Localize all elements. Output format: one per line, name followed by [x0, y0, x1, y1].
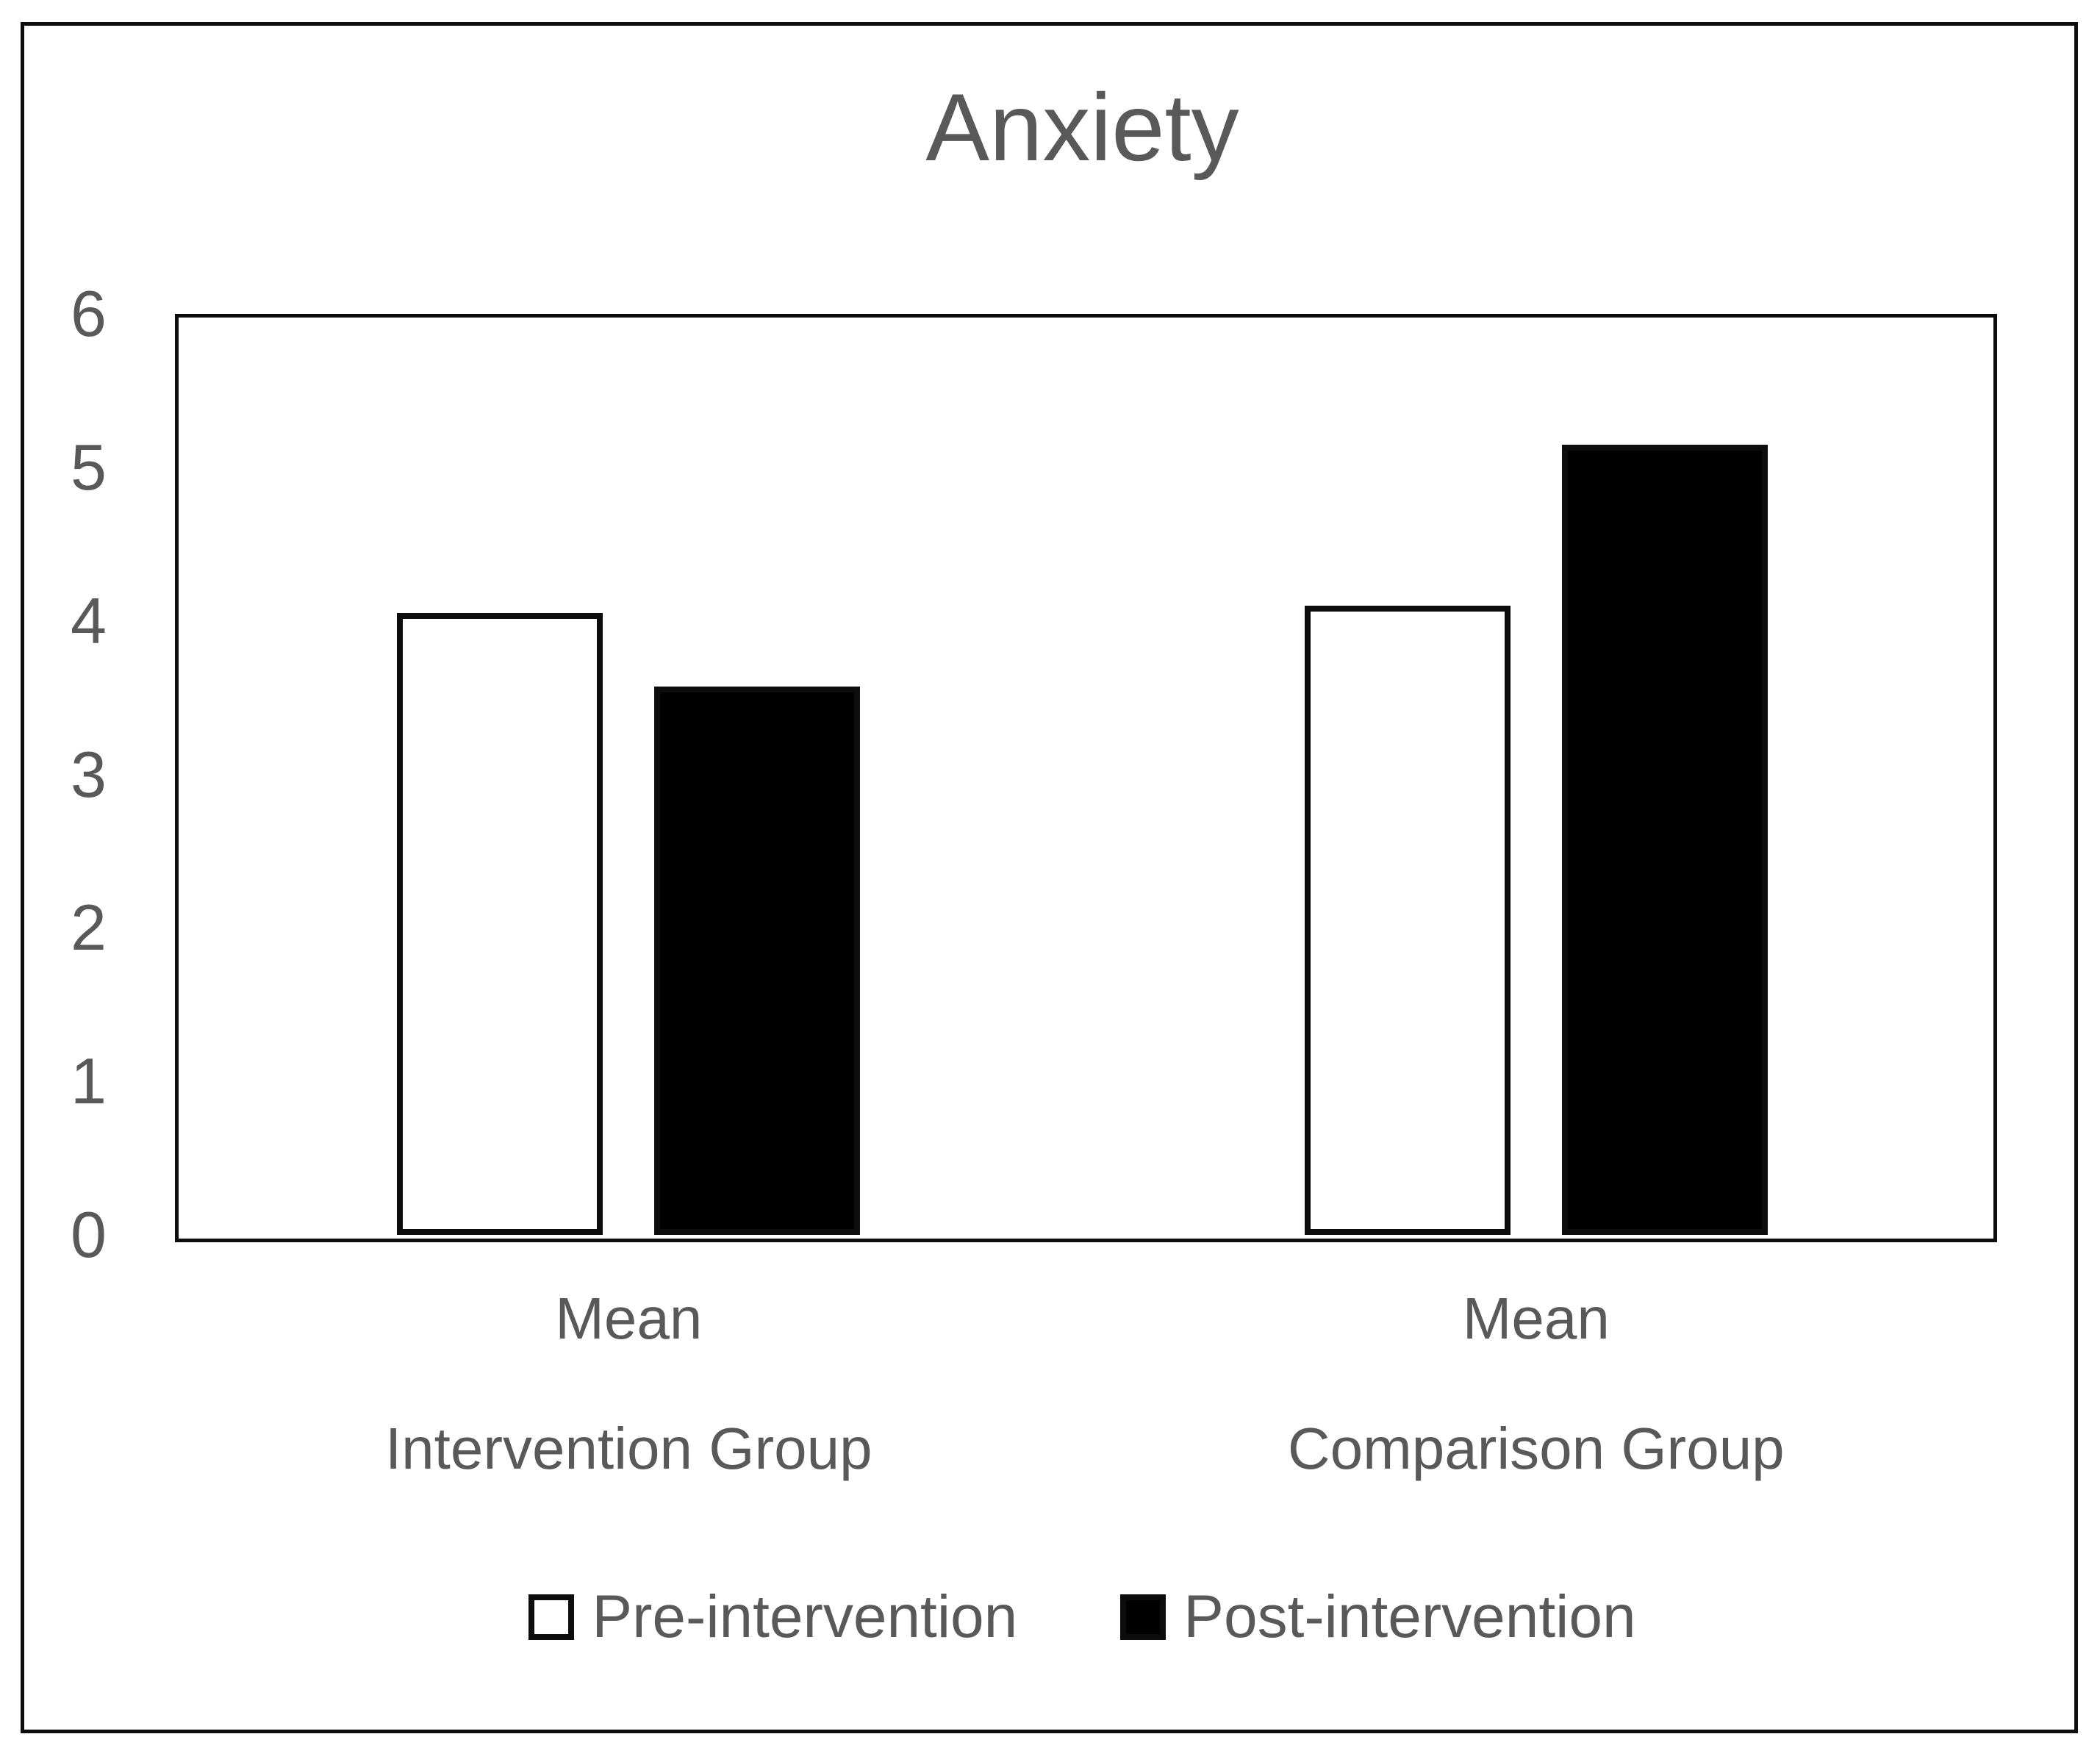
category-label-comparison-group: Mean Comparison Group	[1205, 1285, 1867, 1483]
legend-label: Post-intervention	[1183, 1583, 1636, 1650]
legend-label: Pre-intervention	[592, 1583, 1018, 1650]
legend-item-pre-intervention: Pre-intervention	[528, 1580, 1017, 1654]
bar-pre-intervention-comparison-group	[1304, 605, 1511, 1235]
category-label-intervention-group: Mean Intervention Group	[298, 1285, 959, 1483]
y-axis-tick-label: 4	[71, 584, 107, 657]
y-axis-tick-label: 5	[71, 430, 107, 504]
y-axis-tick-label: 3	[71, 737, 107, 811]
legend: Pre-intervention Post-intervention	[175, 1580, 1990, 1654]
category-label-line: Intervention Group	[384, 1416, 872, 1481]
category-label-line: Comparison Group	[1287, 1416, 1785, 1481]
legend-swatch-icon	[1120, 1594, 1167, 1640]
bar-post-intervention-intervention-group	[654, 687, 861, 1235]
legend-swatch-icon	[528, 1594, 575, 1640]
category-label-line: Mean	[555, 1286, 703, 1351]
bar-pre-intervention-intervention-group	[397, 613, 603, 1235]
y-axis-tick-label: 0	[71, 1198, 107, 1271]
category-label-line: Mean	[1462, 1286, 1610, 1351]
y-axis-tick-label: 6	[71, 277, 107, 350]
y-axis-tick-label: 2	[71, 891, 107, 964]
legend-item-post-intervention: Post-intervention	[1120, 1580, 1636, 1654]
chart-title: Anxiety	[925, 74, 1239, 181]
y-axis-tick-label: 1	[71, 1045, 107, 1118]
bar-post-intervention-comparison-group	[1561, 444, 1768, 1235]
